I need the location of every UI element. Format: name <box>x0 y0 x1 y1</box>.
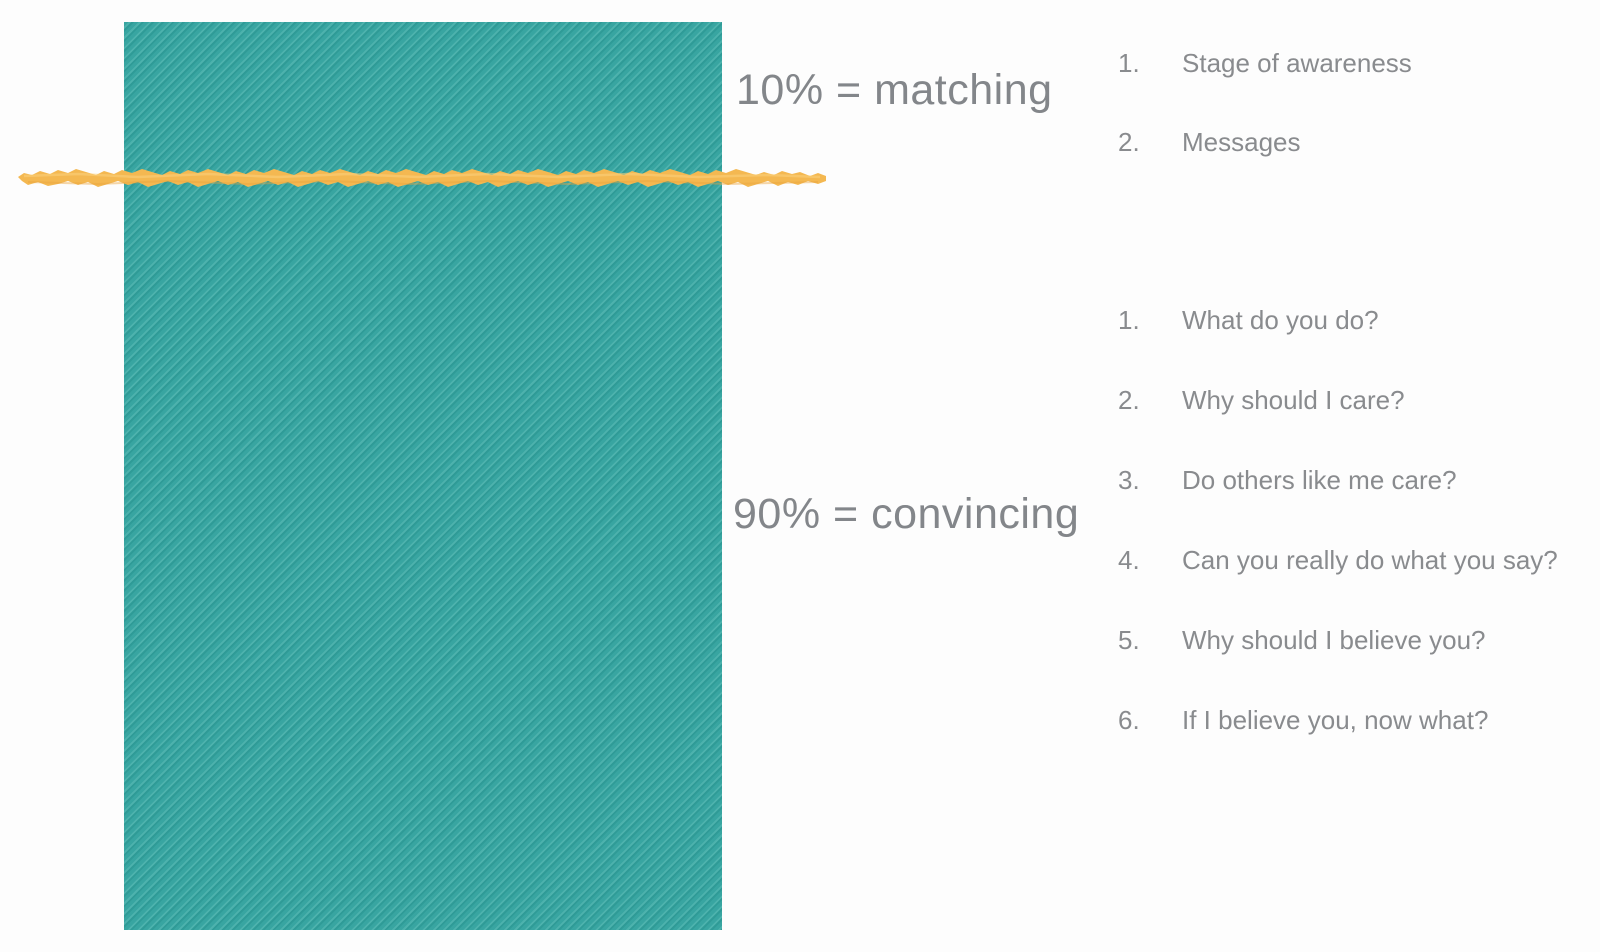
list-item-number: 2. <box>1118 385 1140 415</box>
list-item-number: 6. <box>1118 705 1140 735</box>
list-item: 3. Do others like me care? <box>1118 467 1558 494</box>
list-item-text: Do others like me care? <box>1182 465 1457 495</box>
list-item: 2. Why should I care? <box>1118 387 1558 414</box>
list-item-number: 1. <box>1118 48 1140 78</box>
list-item-text: Can you really do what you say? <box>1182 545 1558 575</box>
list-item: 5. Why should I believe you? <box>1118 627 1558 654</box>
crayon-divider-line <box>18 169 826 187</box>
list-item: 1. Stage of awareness <box>1118 50 1412 77</box>
crayon-shadow <box>27 179 819 186</box>
convincing-label: 90% = convincing <box>733 490 1080 538</box>
list-item: 1. What do you do? <box>1118 307 1558 334</box>
awareness-list: 1. Stage of awareness 2. Messages <box>1118 50 1412 156</box>
list-item-number: 4. <box>1118 545 1140 575</box>
list-item-text: Why should I believe you? <box>1182 625 1486 655</box>
matching-label: 10% = matching <box>736 66 1053 114</box>
list-item: 4. Can you really do what you say? <box>1118 547 1558 574</box>
ratio-bar <box>124 22 722 930</box>
list-item: 2. Messages <box>1118 129 1412 156</box>
list-item-text: What do you do? <box>1182 305 1379 335</box>
list-item: 6. If I believe you, now what? <box>1118 707 1558 734</box>
questions-list: 1. What do you do? 2. Why should I care?… <box>1118 307 1558 734</box>
crayon-highlight <box>23 172 821 179</box>
list-item-number: 5. <box>1118 625 1140 655</box>
list-item-text: If I believe you, now what? <box>1182 705 1489 735</box>
list-item-number: 1. <box>1118 305 1140 335</box>
list-item-number: 3. <box>1118 465 1140 495</box>
list-item-text: Why should I care? <box>1182 385 1405 415</box>
list-item-text: Stage of awareness <box>1182 48 1412 78</box>
list-item-number: 2. <box>1118 127 1140 157</box>
list-item-text: Messages <box>1182 127 1301 157</box>
